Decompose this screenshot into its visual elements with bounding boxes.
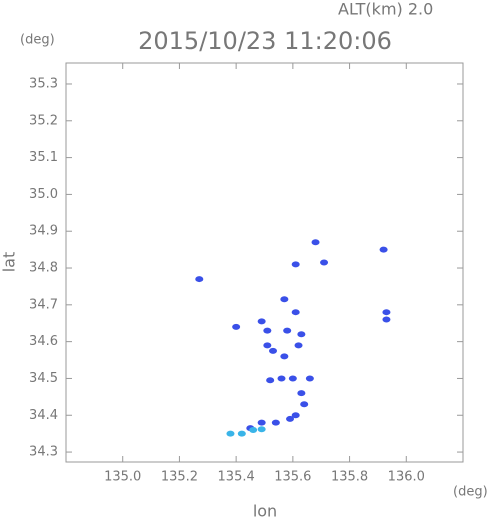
x-tick-label: 135.0 (104, 470, 141, 485)
echo-point (237, 430, 246, 437)
echo-point (226, 430, 235, 437)
chart-title: 2015/10/23 11:20:06 (138, 27, 392, 55)
echo-point (232, 323, 241, 330)
echo-point (195, 276, 204, 283)
y-tick-label: 34.4 (29, 408, 58, 423)
echo-point (266, 377, 275, 384)
echo-point (263, 327, 272, 334)
y-tick-label: 34.5 (29, 371, 58, 386)
echo-point (305, 375, 314, 382)
echo-point (291, 309, 300, 316)
echo-point (291, 261, 300, 268)
x-tick-label: 135.2 (161, 470, 198, 485)
x-axis-label: lon (253, 502, 277, 521)
echo-point (297, 390, 306, 397)
x-tick-label: 135.4 (218, 470, 255, 485)
x-tick-label: 135.6 (274, 470, 311, 485)
y-tick-label: 34.3 (29, 445, 58, 460)
y-tick-label: 35.0 (29, 187, 58, 202)
altitude-label: ALT(km) 2.0 (338, 0, 433, 19)
echo-point (291, 412, 300, 419)
x-unit: (deg) (453, 485, 488, 500)
echo-point (257, 318, 266, 325)
echo-point (280, 353, 289, 360)
echo-point (257, 426, 266, 433)
echo-point (280, 296, 289, 303)
y-tick-label: 34.7 (29, 297, 58, 312)
echo-point (288, 375, 297, 382)
echo-point (249, 426, 258, 433)
echo-point (382, 309, 391, 316)
echo-point (297, 331, 306, 338)
y-tick-label: 35.3 (29, 76, 58, 91)
x-tick-label: 136.0 (388, 470, 425, 485)
y-axis-label: lat (0, 252, 19, 273)
x-tick-label: 135.8 (331, 470, 368, 485)
plot-frame (65, 62, 464, 463)
echo-point (263, 342, 272, 349)
y-tick-label: 34.8 (29, 261, 58, 276)
echo-point (269, 347, 278, 354)
y-tick-label: 34.9 (29, 224, 58, 239)
echo-point (277, 375, 286, 382)
echo-point (320, 259, 329, 266)
echo-point (379, 246, 388, 253)
echo-point (257, 419, 266, 426)
echo-point (311, 239, 320, 246)
echo-point (283, 327, 292, 334)
echo-point (382, 316, 391, 323)
y-unit: (deg) (20, 33, 55, 48)
echo-point (300, 401, 309, 408)
y-tick-label: 34.6 (29, 334, 58, 349)
echo-point (271, 419, 280, 426)
y-tick-label: 35.1 (29, 150, 58, 165)
y-tick-label: 35.2 (29, 113, 58, 128)
echo-point (286, 415, 295, 422)
echo-point (294, 342, 303, 349)
